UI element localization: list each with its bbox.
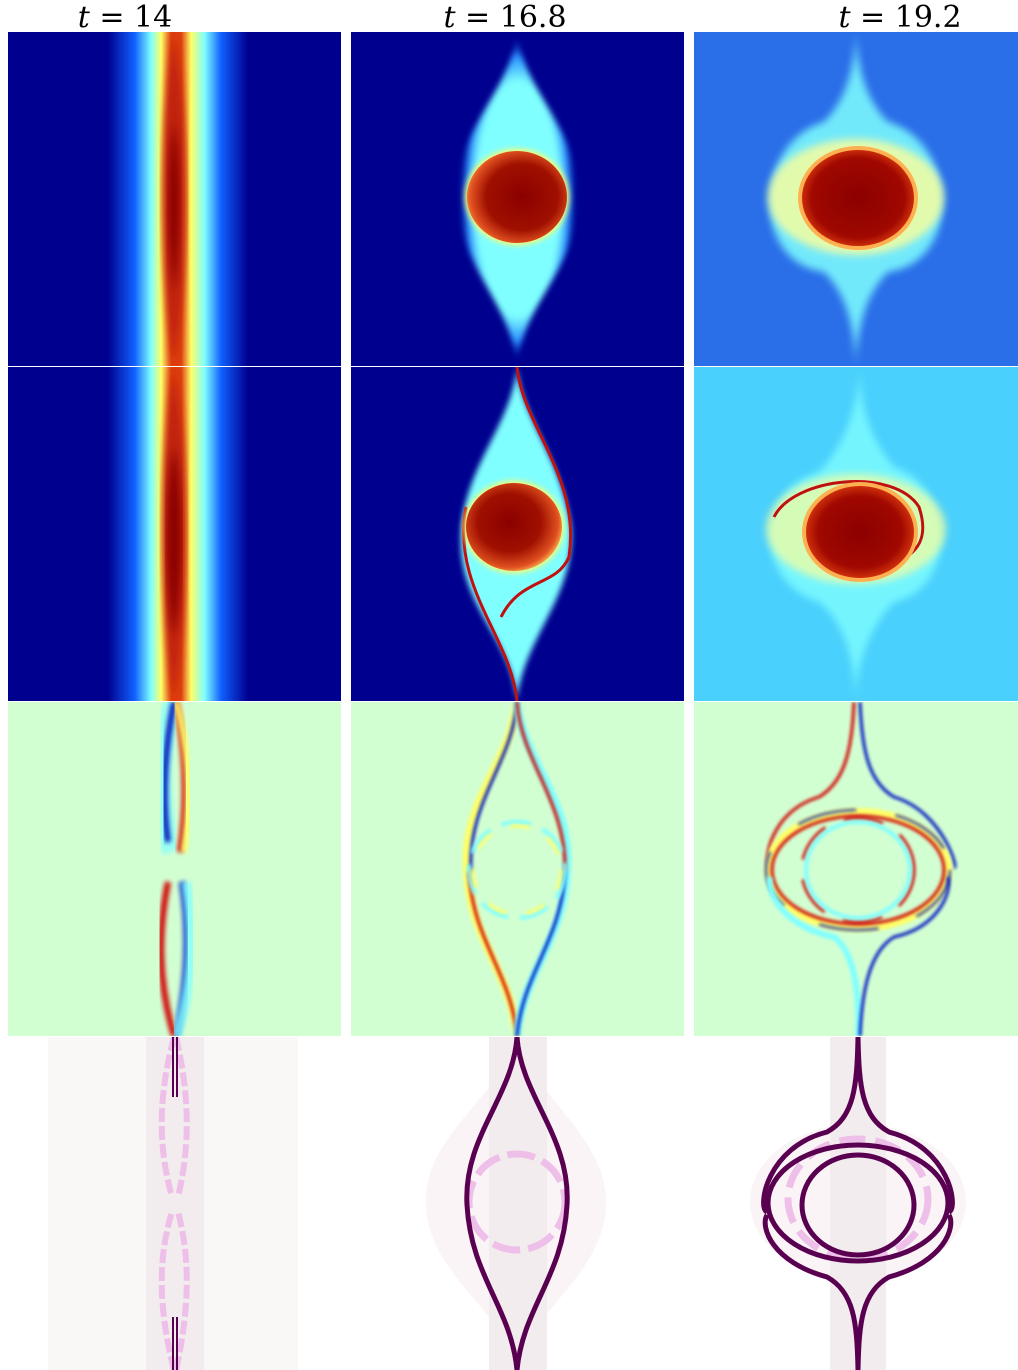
column-title-1: t = 14 (40, 0, 210, 35)
panel-row2-col1 (8, 367, 341, 701)
column-title-2: t = 16.8 (420, 0, 590, 35)
title-var: t (838, 0, 851, 35)
panel-row3-col3 (694, 702, 1018, 1036)
panel-row3-col1 (8, 702, 341, 1036)
panel-row4-col3 (694, 1037, 1018, 1370)
title-var: t (443, 0, 456, 35)
title-value: 14 (134, 0, 173, 35)
panel-row2-col3 (694, 367, 1018, 701)
column-title-3: t = 19.2 (815, 0, 985, 35)
panel-row1-col3 (694, 32, 1018, 366)
title-eq: = (89, 0, 135, 35)
panel-row3-col2 (351, 702, 684, 1036)
panel-row4-col1 (8, 1037, 341, 1370)
title-var: t (77, 0, 90, 35)
panel-row2-col2 (351, 367, 684, 701)
title-eq: = (850, 0, 895, 35)
title-eq: = (455, 0, 500, 35)
title-value: 16.8 (499, 0, 567, 35)
panel-row1-col1 (8, 32, 341, 366)
title-value: 19.2 (894, 0, 962, 35)
panel-row1-col2 (351, 32, 684, 366)
panel-row4-col2 (351, 1037, 684, 1370)
